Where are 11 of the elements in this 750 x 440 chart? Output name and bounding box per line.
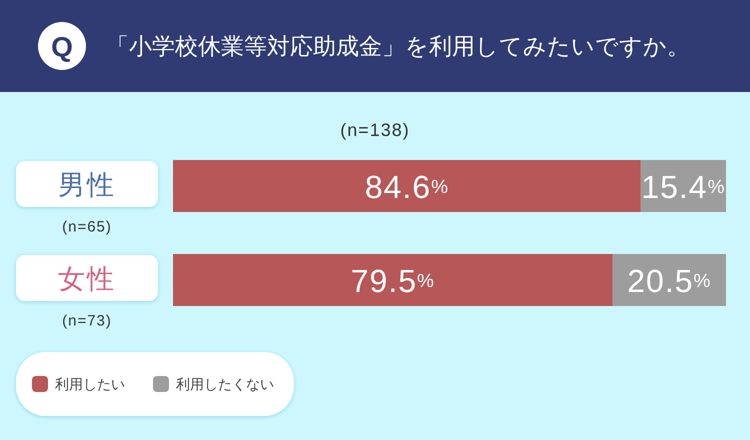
y-tick-label: 男性: [58, 170, 116, 200]
chart-subtitle: (n=138): [340, 120, 410, 140]
data-label: 79.5%: [350, 263, 435, 299]
chart-title: 「小学校休業等対応助成金」を利用してみたいですか。: [106, 33, 690, 59]
legend-label: 利用したい: [55, 376, 125, 392]
data-label: 84.6%: [364, 169, 450, 205]
data-label: 20.5%: [627, 263, 712, 299]
y-tick-label: 女性: [58, 264, 116, 294]
legend-label: 利用したくない: [176, 376, 274, 392]
data-label: 15.4%: [641, 169, 726, 205]
question-badge: Q: [38, 22, 86, 70]
